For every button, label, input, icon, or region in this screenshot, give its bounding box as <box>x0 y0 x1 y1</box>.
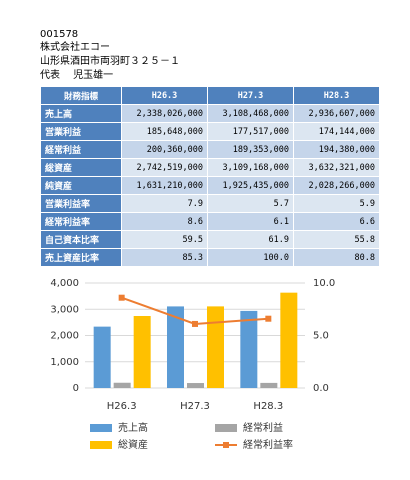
representative: 代表 児玉雄一 <box>40 70 114 81</box>
row-label: 総資産 <box>40 158 122 177</box>
value-cell: 2,742,519,000 <box>121 158 208 177</box>
legend-swatch <box>90 441 112 449</box>
bar <box>240 310 258 388</box>
value-cell: 2,028,266,000 <box>293 176 380 195</box>
bar <box>207 306 224 388</box>
bar <box>93 326 111 388</box>
value-cell: 5.7 <box>207 194 294 213</box>
company: 株式会社エコー <box>40 42 110 53</box>
value-cell: 80.8 <box>293 248 380 267</box>
value-cell: 174,144,000 <box>293 122 380 141</box>
address: 山形県酒田市両羽町３２５－１ <box>40 56 180 67</box>
line-marker <box>265 315 272 322</box>
bar <box>187 383 204 388</box>
table-row: 経常利益 200,360,000 189,353,000 194,380,000 <box>40 140 380 159</box>
code: 001578 <box>40 29 79 40</box>
line-marker <box>118 294 125 301</box>
value-cell: 5.9 <box>293 194 380 213</box>
value-cell: 189,353,000 <box>207 140 294 159</box>
value-cell: 2,936,607,000 <box>293 104 380 123</box>
table-row: 純資産 1,631,210,000 1,925,435,000 2,028,266,0… <box>40 176 380 195</box>
x-tick-label: H28.3 <box>253 401 283 412</box>
value-cell: 6.6 <box>293 212 380 231</box>
bar <box>260 382 278 388</box>
y2-tick-label: 5.0 <box>313 331 329 342</box>
table-row: 自己資本比率 59.5 61.9 55.8 <box>40 230 380 249</box>
value-cell: 8.6 <box>121 212 208 231</box>
value-cell: 3,108,468,000 <box>207 104 294 123</box>
header-cell: 財務指標 <box>40 86 122 105</box>
value-cell: 55.8 <box>293 230 380 249</box>
value-cell: 3,109,168,000 <box>207 158 294 177</box>
value-cell: 1,925,435,000 <box>207 176 294 195</box>
value-cell: 85.3 <box>121 248 208 267</box>
row-label: 営業利益 <box>40 122 122 141</box>
row-label: 純資産 <box>40 176 122 195</box>
value-cell: 177,517,000 <box>207 122 294 141</box>
legend-swatch <box>223 442 229 448</box>
value-cell: 7.9 <box>121 194 208 213</box>
y-tick-label: 2,000 <box>50 331 79 342</box>
bar <box>280 292 298 388</box>
table-row: 営業利益率 7.9 5.7 5.9 <box>40 194 380 213</box>
value-cell: 2,338,026,000 <box>121 104 208 123</box>
legend-label: 経常利益率 <box>243 438 293 451</box>
table-row: 売上資産比率 85.3 100.0 80.8 <box>40 248 380 267</box>
bar <box>167 306 184 388</box>
bar <box>133 315 151 388</box>
row-label: 売上高 <box>40 104 122 123</box>
value-cell: 3,632,321,000 <box>293 158 380 177</box>
header-cell: H26.3 <box>121 86 208 105</box>
row-label: 自己資本比率 <box>40 230 122 249</box>
row-label: 経常利益率 <box>40 212 122 231</box>
legend-label: 経常利益 <box>243 421 283 434</box>
legend-label: 総資産 <box>118 438 148 451</box>
legend-swatch <box>90 424 112 432</box>
value-cell: 200,360,000 <box>121 140 208 159</box>
x-tick-label: H26.3 <box>107 401 137 412</box>
y-tick-label: 4,000 <box>50 278 79 289</box>
y2-tick-label: 10.0 <box>313 278 335 289</box>
bar <box>113 382 131 388</box>
x-tick-label: H27.3 <box>180 401 210 412</box>
legend-label: 売上高 <box>118 421 148 434</box>
value-cell: 1,631,210,000 <box>121 176 208 195</box>
header-cell: H28.3 <box>293 86 380 105</box>
table-row: 総資産 2,742,519,000 3,109,168,000 3,632,321,0… <box>40 158 380 177</box>
row-label: 売上資産比率 <box>40 248 122 267</box>
row-label: 営業利益率 <box>40 194 122 213</box>
financial-table: 財務指標 H26.3 H27.3 H28.3 売上高 2,338,026,000 3,108… <box>40 86 380 267</box>
line-marker <box>192 320 198 327</box>
table-row: 営業利益 185,648,000 177,517,000 174,144,000 <box>40 122 380 141</box>
chart: 0 1,000 2,000 3,000 4,000 0.0 5.0 10.0 H26.3 H27.… <box>50 278 335 451</box>
y2-tick-label: 0.0 <box>313 383 329 394</box>
value-cell: 61.9 <box>207 230 294 249</box>
value-cell: 100.0 <box>207 248 294 267</box>
value-cell: 185,648,000 <box>121 122 208 141</box>
value-cell: 59.5 <box>121 230 208 249</box>
table-row: 経常利益率 8.6 6.1 6.6 <box>40 212 380 231</box>
y-tick-label: 3,000 <box>50 304 79 315</box>
header-cell: H27.3 <box>207 86 294 105</box>
legend-swatch <box>215 424 237 432</box>
table-row: 売上高 2,338,026,000 3,108,468,000 2,936,607,0… <box>40 104 380 123</box>
value-cell: 194,380,000 <box>293 140 380 159</box>
header-row: 財務指標 H26.3 H27.3 H28.3 <box>40 86 380 105</box>
row-label: 経常利益 <box>40 140 122 159</box>
value-cell: 6.1 <box>207 212 294 231</box>
y-tick-label: 0 <box>73 383 79 394</box>
y-tick-label: 1,000 <box>50 357 79 368</box>
